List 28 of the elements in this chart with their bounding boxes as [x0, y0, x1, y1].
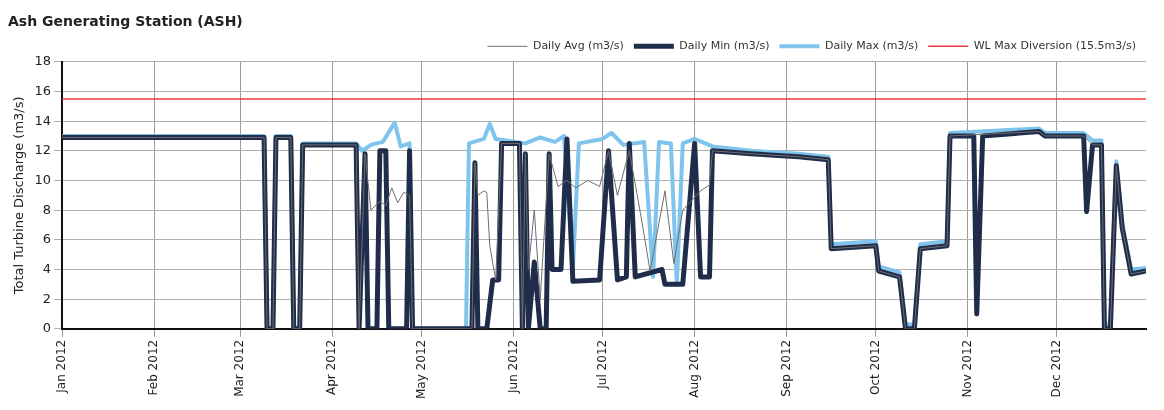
x-tick-label: Jun 2012 [505, 339, 520, 394]
y-tick-label: 18 [34, 53, 52, 69]
x-tick-label: Mar 2012 [232, 339, 247, 397]
y-tick-label: 10 [34, 171, 52, 187]
legend-label: Daily Max (m3/s) [824, 39, 919, 53]
x-tick-label: Dec 2012 [1049, 339, 1064, 398]
x-tick-label: Apr 2012 [324, 339, 339, 395]
x-tick-label: Aug 2012 [686, 339, 701, 398]
y-tick-label: 6 [42, 231, 52, 247]
x-tick-label: Feb 2012 [146, 339, 161, 396]
y-tick-label: 2 [42, 290, 52, 306]
y-tick-label: 16 [34, 82, 52, 98]
y-tick-label: 0 [42, 320, 52, 336]
chart-title: Ash Generating Station (ASH) [8, 13, 243, 30]
x-tick-label: Sep 2012 [778, 339, 793, 397]
y-axis-title: Total Turbine Discharge (m3/s) [11, 96, 27, 296]
x-tick-label: Jul 2012 [594, 339, 609, 390]
y-tick-label: 14 [34, 112, 52, 128]
x-tick-label: Nov 2012 [959, 339, 974, 398]
y-tick-label: 12 [34, 142, 52, 158]
x-tick-label: Oct 2012 [867, 339, 882, 395]
x-tick-label: May 2012 [413, 339, 428, 400]
legend-label: WL Max Diversion (15.5m3/s) [973, 39, 1136, 53]
legend-label: Daily Min (m3/s) [679, 39, 770, 53]
legend-label: Daily Avg (m3/s) [532, 39, 624, 53]
y-tick-label: 4 [42, 260, 52, 276]
x-tick-label: Jan 2012 [54, 339, 69, 394]
y-tick-label: 8 [42, 201, 52, 217]
